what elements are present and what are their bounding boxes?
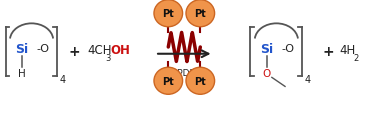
Ellipse shape	[186, 1, 215, 27]
Text: 3: 3	[105, 53, 111, 62]
Text: Pt: Pt	[194, 9, 206, 19]
Text: 2: 2	[353, 53, 358, 62]
Text: +: +	[68, 45, 80, 59]
Ellipse shape	[154, 68, 183, 94]
Ellipse shape	[154, 1, 183, 27]
Text: OH: OH	[110, 43, 130, 56]
Text: 4CH: 4CH	[87, 43, 112, 56]
Text: Pt-PDMS: Pt-PDMS	[166, 69, 203, 78]
Text: H: H	[18, 68, 26, 78]
Text: Si: Si	[15, 42, 29, 55]
Text: Pt: Pt	[194, 76, 206, 86]
Text: Pt: Pt	[163, 76, 174, 86]
Text: -O: -O	[36, 44, 50, 54]
Text: 4: 4	[304, 74, 310, 84]
Text: Pt: Pt	[163, 9, 174, 19]
Text: 4: 4	[59, 74, 65, 84]
Text: Si: Si	[260, 42, 274, 55]
Text: +: +	[322, 45, 334, 59]
Text: -O: -O	[281, 44, 294, 54]
Ellipse shape	[186, 68, 215, 94]
Text: 4H: 4H	[340, 43, 356, 56]
Text: O: O	[263, 68, 271, 78]
